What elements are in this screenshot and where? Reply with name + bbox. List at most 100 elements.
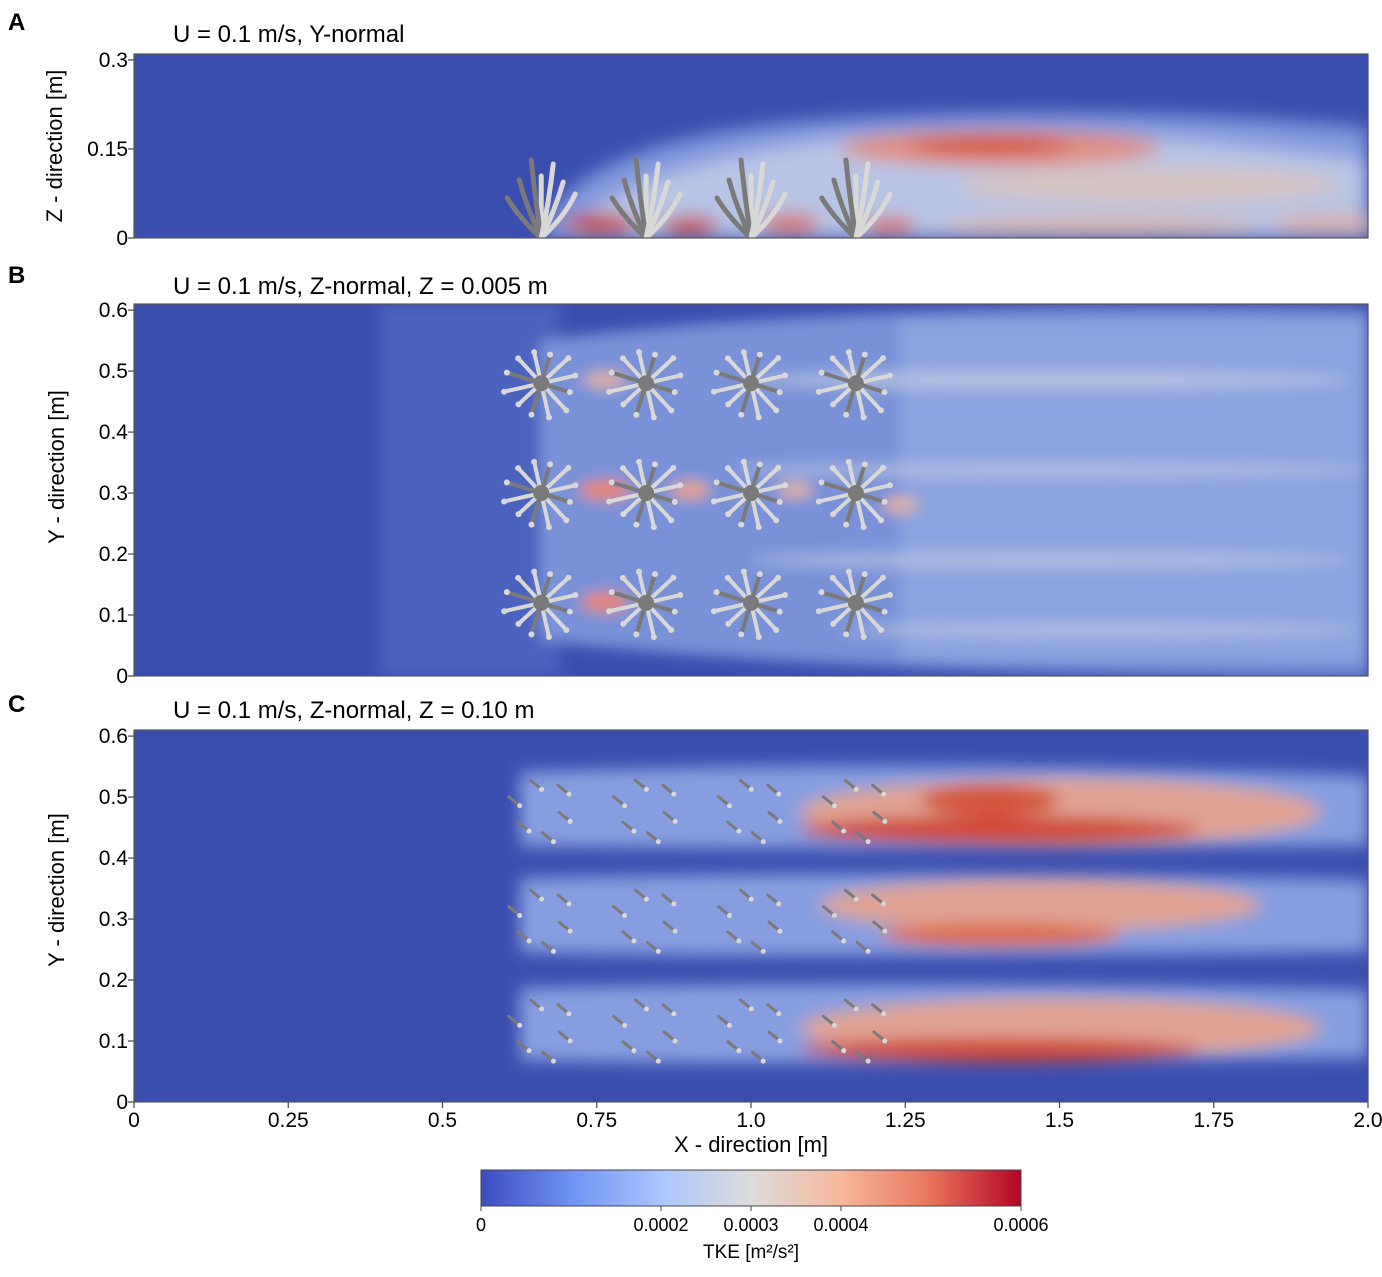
wake-mid-a <box>960 167 1340 203</box>
plot-frame-b <box>133 303 1369 677</box>
coral-tip <box>725 620 732 627</box>
coral-tip <box>818 589 825 596</box>
coral-tip <box>622 803 628 809</box>
coral-tip <box>567 1038 573 1044</box>
coral-tip <box>881 1011 887 1017</box>
coral-tip <box>861 571 868 578</box>
coral-center <box>743 375 759 392</box>
coral-colony-top <box>710 568 789 640</box>
coral-tip <box>651 461 658 468</box>
coral-tip <box>671 498 678 505</box>
coral-tip <box>831 913 837 919</box>
coral-tip <box>633 411 640 418</box>
coral-tip <box>726 1022 732 1028</box>
coral-tip <box>651 351 658 358</box>
y-tick-label: 0.5 <box>99 360 128 383</box>
coral-tip <box>550 839 556 845</box>
coral-tip <box>777 1038 783 1044</box>
coral-tip <box>755 633 762 640</box>
coral-colony-top <box>501 568 579 640</box>
coral-center <box>638 485 655 502</box>
coral-tip <box>882 1038 888 1044</box>
colorbar-tick-label: 0.0004 <box>813 1215 868 1235</box>
coral-tip <box>670 464 677 471</box>
coral-tip <box>775 464 782 471</box>
coral-tip <box>841 828 847 834</box>
coral-tip <box>818 479 825 486</box>
coral-tip <box>738 521 745 528</box>
coral-tip <box>620 355 627 362</box>
bed-hotspot-1-a <box>564 214 636 234</box>
coral-tip <box>643 896 649 902</box>
coral-tip <box>880 355 887 362</box>
coral-tip <box>636 349 643 356</box>
coral-tip <box>815 388 822 395</box>
coral-branch <box>643 161 661 238</box>
coral-tip <box>620 465 627 472</box>
coral-colony-section <box>612 778 678 845</box>
coral-tip <box>760 839 766 845</box>
coral-tip <box>865 839 871 845</box>
hot-mid-c <box>820 879 1260 931</box>
y-axis-b: 0 0.1 0.2 0.3 0.4 0.5 0.6 <box>99 299 134 688</box>
coral-tip <box>777 818 783 824</box>
hotspot-4-b <box>670 481 710 499</box>
coral-tip <box>620 511 627 518</box>
panel-letter-c: C <box>8 691 25 718</box>
x-tick-label: 1.75 <box>1193 1109 1234 1132</box>
coral-tip <box>550 1058 556 1064</box>
coral-center <box>638 375 655 392</box>
coral-tip <box>631 1048 637 1054</box>
coral-tip <box>528 521 535 528</box>
coral-tip <box>531 568 538 575</box>
colorbar-gradient <box>480 1169 1022 1207</box>
coral-tip <box>829 465 836 472</box>
y-tick-label: 0.15 <box>87 138 128 161</box>
y-tick-label: 0 <box>116 227 128 250</box>
hot-top-core-c <box>800 816 1200 844</box>
coral-tip <box>841 1048 847 1054</box>
y-tick-label: 0 <box>116 1091 128 1114</box>
coral-tip <box>861 461 868 468</box>
coral-tip <box>528 631 535 638</box>
coral-tip <box>567 818 573 824</box>
coral-tip <box>773 517 780 524</box>
coral-tip <box>501 498 508 505</box>
coral-tip <box>843 411 850 418</box>
coral-tip <box>567 928 573 934</box>
coral-center <box>638 594 655 611</box>
coral-tip <box>782 372 789 379</box>
coral-tip <box>620 620 627 627</box>
coral-colony-section <box>821 998 888 1064</box>
coral-colony-section <box>612 888 678 954</box>
coral-tip <box>515 465 522 472</box>
coral-tip <box>878 407 885 414</box>
coral-tip <box>860 633 867 640</box>
coral-tip <box>880 574 887 581</box>
colorbar-tick-label: 0.0002 <box>633 1215 688 1235</box>
coral-tip <box>775 355 782 362</box>
coral-colony-top <box>710 349 789 421</box>
coral-colony-section <box>716 888 783 954</box>
y-tick-label: 0.3 <box>99 482 128 505</box>
y-tick-label: 0.1 <box>99 1030 128 1053</box>
x-axis-c: 0 0.25 0.5 0.75 1.0 1.25 1.5 1.75 2.0 <box>128 1102 1382 1132</box>
coral-tip <box>668 407 675 414</box>
coral-colony-top <box>501 458 579 531</box>
coral-tip <box>760 1058 766 1064</box>
bed-hotspot-2-a <box>662 217 718 235</box>
coral-tip <box>845 568 852 575</box>
x-tick-label: 2.0 <box>1353 1109 1382 1132</box>
coral-branch <box>853 191 893 238</box>
shear-layer-core-a <box>910 136 1070 156</box>
coral-tip <box>725 511 732 518</box>
coral-tip <box>526 828 532 834</box>
coral-tip <box>517 1022 523 1028</box>
coral-tip <box>755 414 762 421</box>
coral-tip <box>845 349 852 356</box>
coral-tip <box>748 896 754 902</box>
coral-branch <box>843 157 859 238</box>
coral-tip <box>782 482 789 489</box>
hot-mid-core-c <box>880 923 1120 947</box>
colorbar-tick-label: 0 <box>476 1215 486 1235</box>
